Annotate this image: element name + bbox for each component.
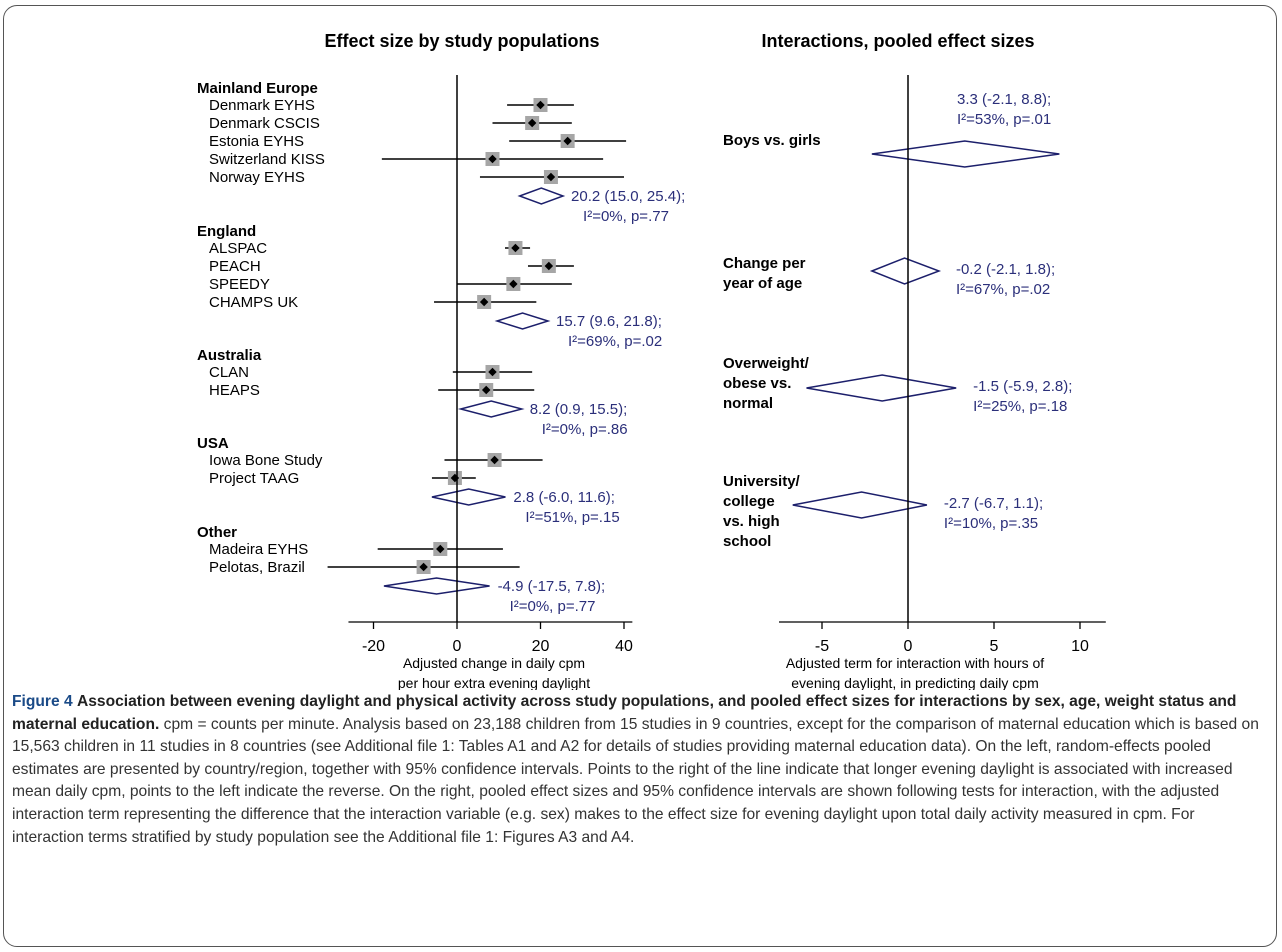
study-label: Iowa Bone Study bbox=[209, 452, 323, 469]
study-label: CHAMPS UK bbox=[209, 294, 298, 311]
pooled-heterogeneity-label: I²=51%, p=.15 bbox=[525, 509, 619, 526]
study-point bbox=[419, 562, 428, 572]
study-label: Estonia EYHS bbox=[209, 133, 304, 150]
right-x-axis-label: Adjusted term for interaction with hours… bbox=[786, 655, 1044, 671]
left-x-tick-label: 20 bbox=[532, 638, 550, 655]
study-label: Denmark EYHS bbox=[209, 97, 315, 114]
pooled-heterogeneity-label: I²=0%, p=.86 bbox=[542, 421, 628, 438]
left-x-tick-label: 0 bbox=[453, 638, 462, 655]
group-label: USA bbox=[197, 435, 229, 452]
pooled-estimate-label: -4.9 (-17.5, 7.8); bbox=[498, 578, 606, 595]
interaction-label: Overweight/ bbox=[723, 355, 810, 372]
right-x-tick-label: 10 bbox=[1071, 638, 1089, 655]
pooled-diamond bbox=[517, 187, 566, 205]
pooled-estimate-label: 15.7 (9.6, 21.8); bbox=[556, 313, 662, 330]
study-label: Switzerland KISS bbox=[209, 151, 325, 168]
study-label: ALSPAC bbox=[209, 240, 267, 257]
pooled-heterogeneity-label: I²=0%, p=.77 bbox=[510, 598, 596, 615]
interaction-diamond bbox=[871, 140, 1060, 168]
right-x-axis-label: evening daylight, in predicting daily cp… bbox=[791, 675, 1038, 690]
interaction-label: normal bbox=[723, 395, 773, 412]
study-label: PEACH bbox=[209, 258, 261, 275]
study-label: Denmark CSCIS bbox=[209, 115, 320, 132]
left-x-tick-label: 40 bbox=[615, 638, 633, 655]
right-x-tick-label: 0 bbox=[904, 638, 913, 655]
right-x-tick-label: -5 bbox=[815, 638, 829, 655]
study-label: Project TAAG bbox=[209, 470, 299, 487]
interaction-estimate-label: -0.2 (-2.1, 1.8); bbox=[956, 261, 1055, 278]
interaction-estimate-label: -2.7 (-6.7, 1.1); bbox=[944, 495, 1043, 512]
pooled-estimate-label: 2.8 (-6.0, 11.6); bbox=[513, 489, 614, 506]
interaction-estimate-label: 3.3 (-2.1, 8.8); bbox=[957, 91, 1051, 108]
interaction-heterogeneity-label: I²=25%, p=.18 bbox=[973, 398, 1067, 415]
pooled-heterogeneity-label: I²=0%, p=.77 bbox=[583, 208, 669, 225]
interaction-heterogeneity-label: I²=53%, p=.01 bbox=[957, 111, 1051, 128]
study-label: CLAN bbox=[209, 364, 249, 381]
caption-label: Figure 4 bbox=[12, 693, 73, 710]
interaction-label: Boys vs. girls bbox=[723, 132, 821, 149]
interaction-estimate-label: -1.5 (-5.9, 2.8); bbox=[973, 378, 1072, 395]
interaction-label: school bbox=[723, 533, 771, 550]
left-chart-title: Effect size by study populations bbox=[324, 31, 599, 51]
left-x-axis-label: Adjusted change in daily cpm bbox=[403, 655, 585, 671]
study-point bbox=[481, 385, 491, 395]
study-point bbox=[488, 154, 497, 164]
interaction-diamond bbox=[806, 374, 957, 402]
interaction-heterogeneity-label: I²=67%, p=.02 bbox=[956, 281, 1050, 298]
study-point bbox=[488, 367, 497, 377]
study-label: Pelotas, Brazil bbox=[209, 559, 305, 576]
right-x-tick-label: 5 bbox=[990, 638, 999, 655]
figure-frame bbox=[3, 5, 1277, 947]
study-point bbox=[509, 279, 518, 289]
interaction-label: Change per bbox=[723, 255, 806, 272]
pooled-estimate-label: 8.2 (0.9, 15.5); bbox=[530, 401, 628, 418]
caption-body: cpm = counts per minute. Analysis based … bbox=[12, 715, 1259, 846]
study-point bbox=[544, 261, 554, 271]
study-point bbox=[479, 297, 489, 307]
study-label: Madeira EYHS bbox=[209, 541, 308, 558]
figure-charts: Effect size by study populations Mainland… bbox=[197, 31, 1106, 690]
caption-title: Association between evening daylight and… bbox=[12, 693, 1237, 733]
interaction-label: University/ bbox=[723, 473, 801, 490]
pooled-diamond bbox=[383, 577, 490, 595]
interaction-heterogeneity-label: I²=10%, p=.35 bbox=[944, 515, 1038, 532]
interaction-diamond bbox=[869, 257, 942, 285]
interaction-label: year of age bbox=[723, 275, 802, 292]
pooled-estimate-label: 20.2 (15.0, 25.4); bbox=[571, 188, 685, 205]
pooled-diamond bbox=[431, 488, 506, 506]
pooled-diamond bbox=[494, 312, 551, 330]
pooled-heterogeneity-label: I²=69%, p=.02 bbox=[568, 333, 662, 350]
study-label: HEAPS bbox=[209, 382, 260, 399]
study-point bbox=[490, 455, 499, 465]
group-label: Australia bbox=[197, 347, 262, 364]
study-label: Norway EYHS bbox=[209, 169, 305, 186]
interaction-label: college bbox=[723, 493, 775, 510]
pooled-diamond bbox=[457, 400, 525, 418]
left-x-axis-label: per hour extra evening daylight bbox=[398, 675, 590, 690]
figure-caption: Figure 4 Association between evening day… bbox=[12, 691, 1270, 849]
interaction-label: obese vs. bbox=[723, 375, 791, 392]
right-chart-title: Interactions, pooled effect sizes bbox=[761, 31, 1034, 51]
study-point bbox=[436, 544, 445, 554]
group-label: England bbox=[197, 223, 256, 240]
group-label: Other bbox=[197, 524, 237, 541]
group-label: Mainland Europe bbox=[197, 80, 318, 97]
left-x-tick-label: -20 bbox=[362, 638, 385, 655]
interaction-diamond bbox=[792, 491, 928, 519]
interaction-label: vs. high bbox=[723, 513, 780, 530]
study-label: SPEEDY bbox=[209, 276, 270, 293]
